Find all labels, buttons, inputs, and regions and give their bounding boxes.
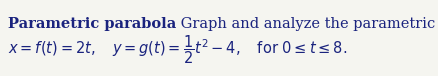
- Text: Graph and analyze the parametric equations: Graph and analyze the parametric equatio…: [176, 17, 438, 31]
- Text: Parametric parabola: Parametric parabola: [8, 17, 176, 31]
- Text: $x = f(t) = 2t,\quad y = g(t) = \dfrac{1}{2}t^2 - 4,\quad \mathrm{for}\ 0 \leq t: $x = f(t) = 2t,\quad y = g(t) = \dfrac{1…: [8, 34, 347, 66]
